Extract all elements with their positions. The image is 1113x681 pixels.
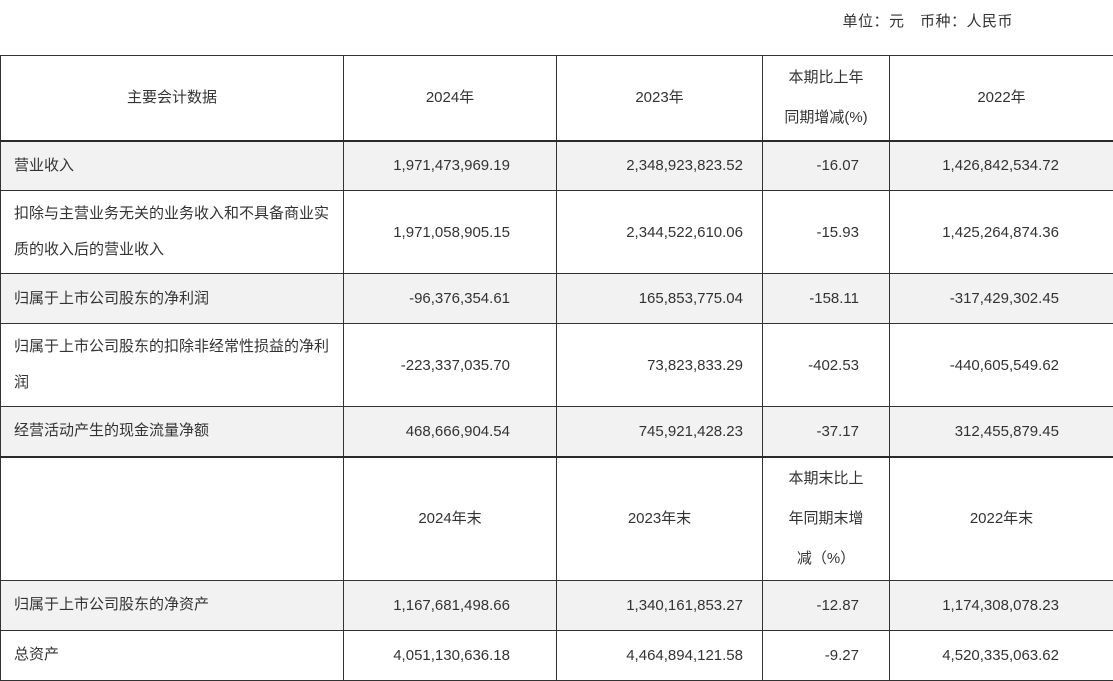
row-label: 归属于上市公司股东的扣除非经常性损益的净利润 [1,324,344,407]
table-row-operating-cash-flow: 经营活动产生的现金流量净额 468,666,904.54 745,921,428… [1,407,1113,457]
table-row-total-assets: 总资产 4,051,130,636.18 4,464,894,121.58 -9… [1,630,1113,680]
value-2023: 2,344,522,610.06 [557,191,763,274]
header-end-2023: 2023年末 [557,457,763,581]
table-row-revenue: 营业收入 1,971,473,969.19 2,348,923,823.52 -… [1,141,1113,191]
header-year-2022: 2022年 [890,56,1113,141]
value-change: -15.93 [763,191,890,274]
value-2023: 2,348,923,823.52 [557,141,763,191]
row-label: 经营活动产生的现金流量净额 [1,407,344,457]
value-2024: -96,376,354.61 [344,274,557,324]
row-label: 营业收入 [1,141,344,191]
header-end-2022: 2022年末 [890,457,1113,581]
table-row-net-assets: 归属于上市公司股东的净资产 1,167,681,498.66 1,340,161… [1,580,1113,630]
value-2023: 73,823,833.29 [557,324,763,407]
header-yoy-change: 本期比上年 同期增减(%) [763,56,890,141]
value-change: -9.27 [763,630,890,680]
header-main-title: 主要会计数据 [1,56,344,141]
value-change: -16.07 [763,141,890,191]
value-2022: 1,425,264,874.36 [890,191,1113,274]
value-2024: -223,337,035.70 [344,324,557,407]
value-2024: 1,167,681,498.66 [344,580,557,630]
value-2022: 312,455,879.45 [890,407,1113,457]
row-label: 总资产 [1,630,344,680]
value-2023: 4,464,894,121.58 [557,630,763,680]
table-row-net-profit: 归属于上市公司股东的净利润 -96,376,354.61 165,853,775… [1,274,1113,324]
value-2022: 1,174,308,078.23 [890,580,1113,630]
value-change: -158.11 [763,274,890,324]
value-2022: -440,605,549.62 [890,324,1113,407]
value-2023: 1,340,161,853.27 [557,580,763,630]
value-2024: 1,971,473,969.19 [344,141,557,191]
value-2022: -317,429,302.45 [890,274,1113,324]
value-2024: 468,666,904.54 [344,407,557,457]
row-label: 扣除与主营业务无关的业务收入和不具备商业实质的收入后的营业收入 [1,191,344,274]
value-change: -12.87 [763,580,890,630]
value-2024: 1,971,058,905.15 [344,191,557,274]
value-2022: 1,426,842,534.72 [890,141,1113,191]
value-2023: 165,853,775.04 [557,274,763,324]
value-2022: 4,520,335,063.62 [890,630,1113,680]
period-header-row: 主要会计数据 2024年 2023年 本期比上年 同期增减(%) 2022年 [1,56,1113,141]
row-label: 归属于上市公司股东的净资产 [1,580,344,630]
currency-unit-note: 单位：元 币种：人民币 [842,10,1013,31]
value-2024: 4,051,130,636.18 [344,630,557,680]
header-year-2024: 2024年 [344,56,557,141]
table-row-net-profit-excl-nonrecurring: 归属于上市公司股东的扣除非经常性损益的净利润 -223,337,035.70 7… [1,324,1113,407]
header-year-2023: 2023年 [557,56,763,141]
header-end-2024: 2024年末 [344,457,557,581]
header-end-title [1,457,344,581]
period-end-header-row: 2024年末 2023年末 本期末比上 年同期末增 减（%） 2022年末 [1,457,1113,581]
value-change: -402.53 [763,324,890,407]
key-accounting-data-table: 主要会计数据 2024年 2023年 本期比上年 同期增减(%) 2022年 营… [0,55,1113,681]
row-label: 归属于上市公司股东的净利润 [1,274,344,324]
value-2023: 745,921,428.23 [557,407,763,457]
header-end-change: 本期末比上 年同期末增 减（%） [763,457,890,581]
table-row-revenue-excl-nonoperating: 扣除与主营业务无关的业务收入和不具备商业实质的收入后的营业收入 1,971,05… [1,191,1113,274]
value-change: -37.17 [763,407,890,457]
